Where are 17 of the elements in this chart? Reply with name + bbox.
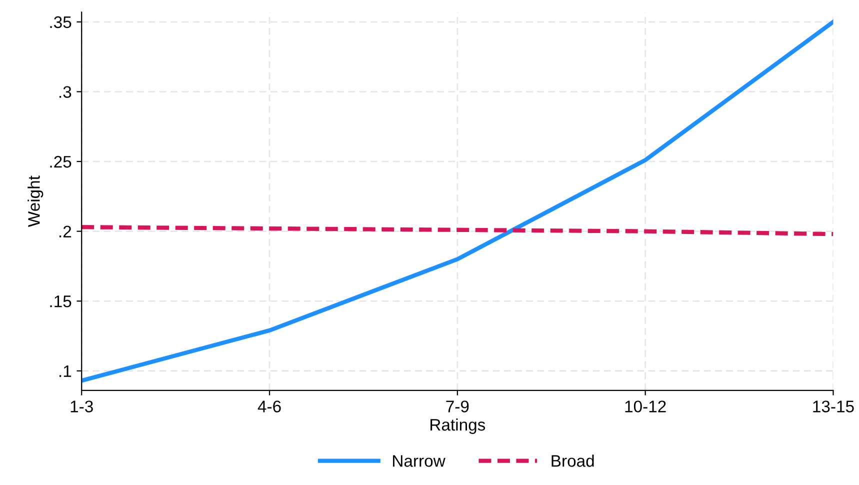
y-tick-label: .1 (60, 365, 72, 377)
x-axis-title: Ratings (430, 418, 486, 434)
y-tick-label: .25 (50, 156, 72, 168)
x-tick-label: 7-9 (446, 400, 469, 412)
y-tick-label: .2 (60, 226, 72, 238)
x-tick-label: 1-3 (70, 400, 93, 412)
y-tick-label: .35 (50, 16, 72, 28)
x-tick-label: 13-15 (813, 400, 854, 412)
legend-label: Narrow (393, 455, 446, 467)
y-tick-label: .3 (60, 86, 72, 98)
line-series (82, 20, 834, 383)
y-tick-label: .15 (50, 296, 72, 308)
legend-label: Broad (552, 454, 594, 467)
x-tick-label: 10-12 (625, 400, 666, 412)
line-series (82, 225, 834, 236)
y-axis-title: Weight (28, 176, 44, 227)
x-tick-label: 4-6 (258, 400, 281, 412)
